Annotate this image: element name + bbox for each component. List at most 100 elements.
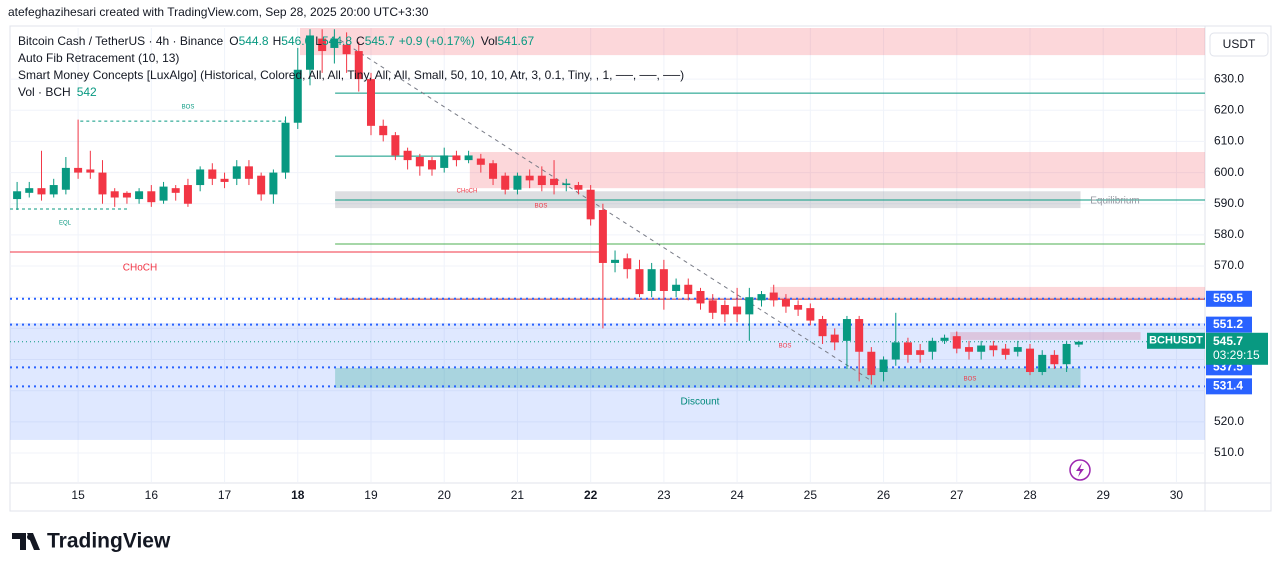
x-tick-label: 23 [657,488,671,502]
currency-button[interactable] [1209,32,1269,57]
last-price-tag [1206,332,1268,365]
candle-body [171,188,180,193]
annotation: Discount [681,397,720,408]
candle-body [122,192,131,198]
annotation: CHoCH [457,189,478,195]
h-value: 546.0 [281,34,311,48]
y-tick-label: 590.0 [1214,196,1244,210]
candle-body [98,172,107,195]
candle-body [611,259,620,263]
candle-body [135,191,144,200]
x-tick-label: 29 [1097,488,1111,502]
zone [10,323,1205,440]
x-tick-label: 28 [1023,488,1037,502]
symbol-label: BCHUSDT [1149,335,1203,347]
candle-body [818,319,827,337]
candle-body [965,347,974,352]
candle-body [525,175,534,181]
candle-body [440,155,449,168]
candle-body [281,122,290,173]
candle-body [86,169,95,173]
candle-body [696,290,705,304]
price-tag [1206,316,1252,333]
y-tick-label: 510.0 [1214,445,1244,459]
candle-body [196,169,205,186]
symbol-tag [1147,332,1205,349]
frame [9,25,1272,512]
candle-body [293,69,302,123]
l-value: 544.8 [322,34,352,48]
candle-body [1025,348,1034,373]
alert-bolt [1076,463,1084,477]
candle-body [598,209,607,263]
y-tick-label: 580.0 [1214,227,1244,241]
candle-body [781,298,790,307]
candle-body [757,294,766,301]
x-tick-label: 24 [730,488,744,502]
candle-body [379,125,388,136]
candle-body [501,175,510,190]
candle-body [855,319,864,352]
candle-body [257,175,266,195]
candle-body [1074,341,1083,345]
candle-body [733,306,742,315]
price-tag-label: 531.4 [1213,379,1243,393]
annotation: BOS [182,105,195,111]
candle-body [476,158,485,165]
y-tick-label: 630.0 [1214,71,1244,85]
candle-body [452,155,461,161]
candle-body [806,308,815,321]
candle-body [427,160,436,170]
candle-body [232,166,241,179]
x-tick-label: 20 [438,488,452,502]
candle-body [659,269,668,291]
x-tick-label: 15 [71,488,85,502]
candle-body [220,178,229,182]
x-tick-label: 16 [145,488,159,502]
candle-body [1038,354,1047,373]
candle-body [305,35,314,70]
indicator: Auto Fib Retracement (10, 13) [18,51,179,65]
annotation: Equilibrium [1090,196,1139,207]
candle-body [49,185,58,195]
x-tick-label: 25 [804,488,818,502]
logo-mark [12,533,40,550]
zone [299,28,1205,56]
last-price-label: 545.7 [1213,334,1243,348]
candle-body [940,337,949,341]
candle-body [794,305,803,310]
candle-body [623,258,632,270]
y-tick-label: 620.0 [1214,102,1244,116]
vol-legend-value: 542 [77,85,97,99]
candle-body [830,334,839,343]
candle-body [354,51,363,80]
candle-body [1050,354,1059,365]
candle-body [61,167,70,190]
candle-body [415,157,424,167]
price-tag-label: 559.5 [1213,291,1243,305]
candle-body [684,284,693,295]
candle-body [13,191,22,200]
candle-body [635,269,644,295]
candle-body [928,340,937,352]
candle-body [244,166,253,179]
candle-body [366,79,375,126]
currency[interactable]: USDT [1223,37,1256,51]
logo-dot [27,534,33,540]
candle-body [25,188,34,193]
candle-body [110,191,119,198]
x-tick-label: 22 [584,488,598,502]
price-tag [1206,290,1252,307]
price-tag [1206,378,1252,395]
candle-body [208,169,217,179]
candle-body [952,336,961,349]
annotation: CHoCH [123,263,157,274]
x-tick-label: 19 [364,488,378,502]
candle-body [183,185,192,204]
countdown: 03:29:15 [1213,348,1260,362]
candle-body [842,319,851,341]
candle-body [269,172,278,195]
legend-title: Bitcoin Cash / TetherUS · 4h · Binance O5… [18,34,534,48]
l-label: L [315,34,322,48]
zone [469,152,1205,189]
